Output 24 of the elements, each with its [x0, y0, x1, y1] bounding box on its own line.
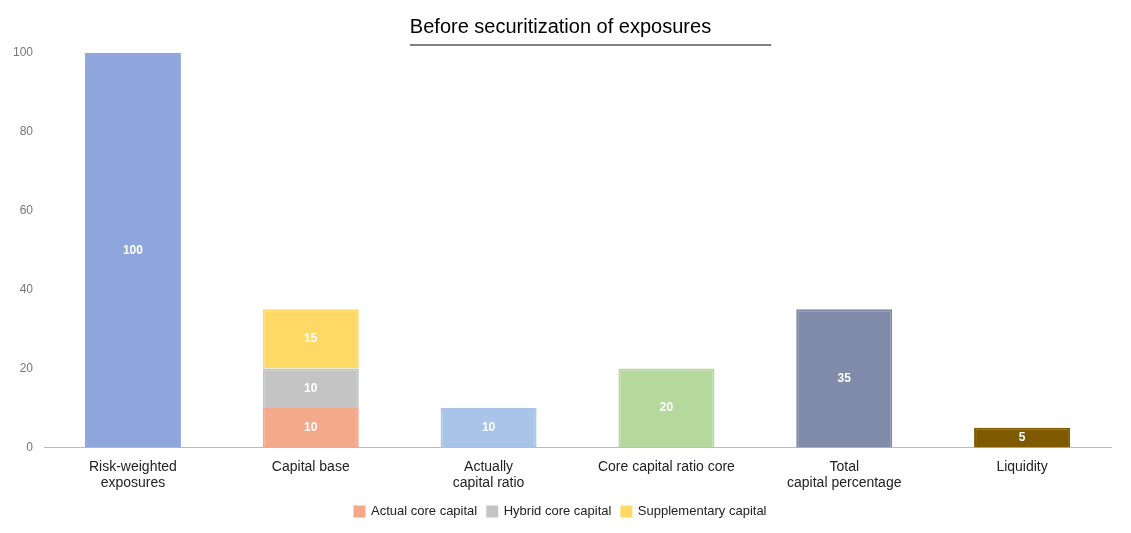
legend-label: Actual core capital: [371, 503, 478, 519]
data-label: 35: [837, 370, 852, 385]
data-label: 10: [481, 419, 496, 434]
legend-label: Hybrid core capital: [503, 503, 612, 519]
data-label: 20: [659, 400, 674, 415]
y-tick-label: 100: [12, 45, 34, 60]
x-tick-label: Capital base: [271, 457, 350, 474]
chart-title: Before securitization of exposures: [409, 14, 712, 37]
x-tick-label: Total capital percentage: [787, 457, 902, 491]
data-label: 10: [304, 419, 318, 434]
y-tick-label: 80: [19, 124, 34, 139]
x-tick-label: Core capital ratio core: [597, 457, 736, 474]
legend-label: Supplementary capital: [637, 503, 767, 519]
x-tick-label: Actually capital ratio: [452, 457, 525, 491]
x-tick-label: Liquidity: [996, 457, 1048, 474]
data-label: 10: [304, 380, 318, 395]
y-tick-label: 40: [19, 281, 34, 296]
data-label: 15: [304, 331, 318, 346]
data-label: 100: [122, 242, 144, 257]
y-tick-label: 60: [19, 203, 34, 218]
x-tick-label: Risk-weighted exposures: [88, 457, 177, 491]
y-tick-label: 0: [26, 439, 34, 454]
y-tick-label: 20: [19, 360, 34, 375]
data-label: 5: [1018, 429, 1026, 444]
